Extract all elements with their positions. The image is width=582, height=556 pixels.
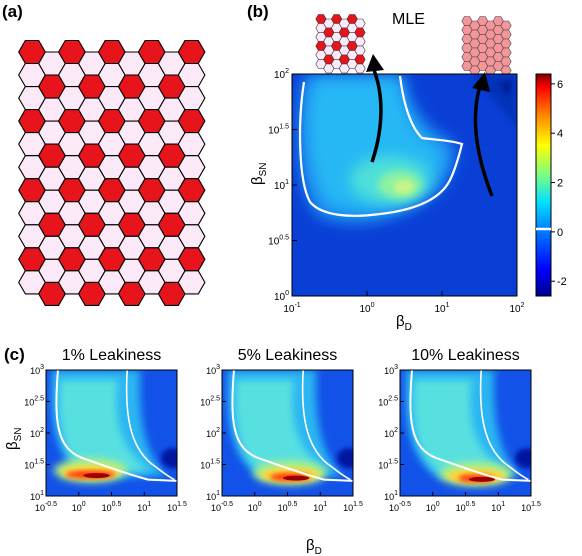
inset-uniform-lattice: [461, 16, 512, 76]
b-xtick-label: 102: [509, 302, 524, 315]
inset-hex: [500, 20, 512, 31]
subplot-title: 5% Leakiness: [238, 347, 338, 364]
c-xtick-label: 100: [72, 501, 86, 513]
c-xtick-label: 100: [248, 501, 262, 513]
colorbar-tick-label: 2: [557, 178, 563, 190]
panel-b-label: (b): [247, 2, 269, 21]
b-xtick-label: 10-1: [283, 302, 300, 315]
c-xtick-label: 10-0.5: [389, 501, 411, 513]
inset-hex: [500, 38, 512, 49]
c-xtick-label: 10-0.5: [35, 501, 57, 513]
inset-hex: [500, 56, 512, 67]
inset-hex: [354, 63, 366, 74]
b-ytick-label: 101: [274, 179, 289, 192]
colorbar-tick-label: 6: [557, 79, 563, 91]
c-ytick-label: 103: [30, 364, 44, 376]
c-ytick-label: 102.5: [200, 396, 220, 408]
c-xtick-label: 101.5: [167, 501, 187, 513]
c-ytick-label: 101: [206, 490, 220, 502]
b-xtick-label: 100: [359, 302, 374, 315]
c-ytick-label: 101.5: [378, 459, 398, 471]
c-ytick-label: 101.5: [24, 459, 44, 471]
leakiness-subplot: 10% Leakiness 10-0.5 100 100.5 101 101.5 101 10…: [378, 347, 541, 513]
leakiness-subplot: 5% Leakiness 10-0.5 100 100.5 101 101.5 101 101…: [200, 347, 363, 513]
colorbar-tick-label: 0: [557, 227, 563, 239]
hex-lattice-a: [18, 39, 206, 306]
c-xtick-label: 100.5: [456, 501, 476, 513]
colorbar-tick-label: 4: [557, 128, 563, 140]
c-ytick-label: 102: [206, 427, 220, 439]
c-xtick-label: 100: [426, 501, 440, 513]
leakiness-subplot: 1% Leakiness 10-0.5 100 100.5 101 101.5 101 101…: [24, 347, 187, 513]
c-ytick-label: 101: [384, 490, 398, 502]
c-xtick-label: 100.5: [278, 501, 298, 513]
inset-hex: [354, 27, 366, 38]
colorbar-tick-label: -2: [557, 276, 567, 288]
c-ytick-label: 103: [384, 364, 398, 376]
c-xtick-label: 101: [137, 501, 151, 513]
subplot-title: 1% Leakiness: [62, 347, 162, 364]
inset-hex: [354, 36, 366, 47]
panel-b-xlabel: βD: [396, 313, 412, 333]
inset-mixed-lattice: [315, 14, 366, 74]
colorbar-ticks: 6 4 2 0 -2: [551, 79, 567, 288]
c-ytick-label: 101.5: [200, 459, 220, 471]
zero-contour-b: [298, 75, 464, 217]
panel-b-title: MLE: [392, 11, 425, 28]
panel-b-heatmap: [292, 74, 517, 296]
panel-b-ylabel: βSN: [249, 162, 269, 185]
c-ytick-label: 101: [30, 490, 44, 502]
b-ytick-label: 102: [274, 68, 289, 81]
b-ytick-label: 100: [274, 290, 289, 303]
colorbar: [535, 73, 552, 297]
c-xtick-label: 101: [313, 501, 327, 513]
c-xtick-label: 101.5: [521, 501, 541, 513]
c-ytick-label: 102: [384, 427, 398, 439]
subplot-title: 10% Leakiness: [411, 347, 520, 364]
c-xtick-label: 10-0.5: [211, 501, 233, 513]
b-ytick-label: 100.5: [268, 235, 289, 248]
panel-c-label: (c): [4, 345, 25, 364]
panel-c-xlabel: βD: [306, 537, 322, 556]
c-ytick-label: 103: [206, 364, 220, 376]
panel-c-subplots: 1% Leakiness 10-0.5 100 100.5 101 101.5 101 101…: [24, 347, 541, 513]
b-xtick-label: 101: [434, 302, 449, 315]
c-ytick-label: 102: [30, 427, 44, 439]
panel-c-ylabel: βSN: [4, 427, 24, 450]
arrow-right: [472, 72, 494, 197]
c-xtick-label: 100.5: [102, 501, 122, 513]
c-ytick-label: 102.5: [378, 396, 398, 408]
inset-hex: [500, 47, 512, 58]
b-ytick-label: 101.5: [268, 124, 289, 137]
inset-hex: [354, 45, 366, 56]
c-xtick-label: 101.5: [343, 501, 363, 513]
inset-hex: [500, 29, 512, 40]
hex-cell-pale: [177, 270, 206, 295]
panel-a-label: (a): [2, 2, 23, 21]
inset-hex: [354, 54, 366, 65]
inset-hex: [354, 18, 366, 29]
arrow-left: [366, 54, 384, 163]
c-xtick-label: 101: [491, 501, 505, 513]
c-ytick-label: 102.5: [24, 396, 44, 408]
